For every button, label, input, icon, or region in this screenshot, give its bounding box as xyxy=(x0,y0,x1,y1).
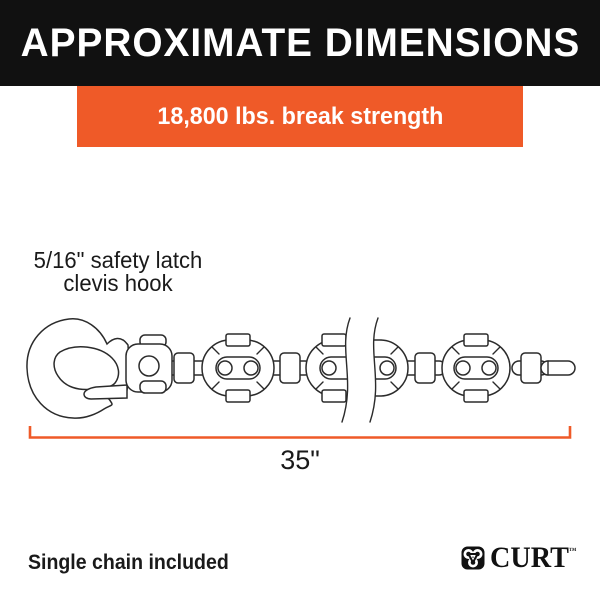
dimension-line xyxy=(28,426,572,439)
curt-logo-icon xyxy=(461,546,485,570)
trademark-symbol: ™ xyxy=(568,546,577,555)
included-note: Single chain included xyxy=(28,551,229,574)
chain-break-symbol xyxy=(341,317,379,423)
hook-callout-label: 5/16" safety latch clevis hook xyxy=(20,249,216,295)
break-strength-banner: 18,800 lbs. break strength xyxy=(77,86,523,147)
chain-drawing xyxy=(26,317,576,439)
page-title: APPROXIMATE DIMENSIONS xyxy=(20,20,580,65)
chain-large-links-drawing xyxy=(201,333,511,403)
curt-logo: CURT™ xyxy=(461,541,582,574)
chain-end-link-drawing xyxy=(540,360,576,376)
dimension-value: 35" xyxy=(280,445,320,475)
safety-latch-drawing xyxy=(83,384,128,400)
chain-link-collars xyxy=(173,352,542,384)
curt-wordmark: CURT™ xyxy=(490,541,577,574)
hook-callout-line1: 5/16" safety latch xyxy=(33,247,203,273)
header-bar: APPROXIMATE DIMENSIONS xyxy=(0,0,600,86)
break-strength-text: 18,800 lbs. break strength xyxy=(157,102,443,130)
hook-callout-line2: clevis hook xyxy=(63,270,173,296)
clevis-hook-drawing xyxy=(26,318,173,419)
